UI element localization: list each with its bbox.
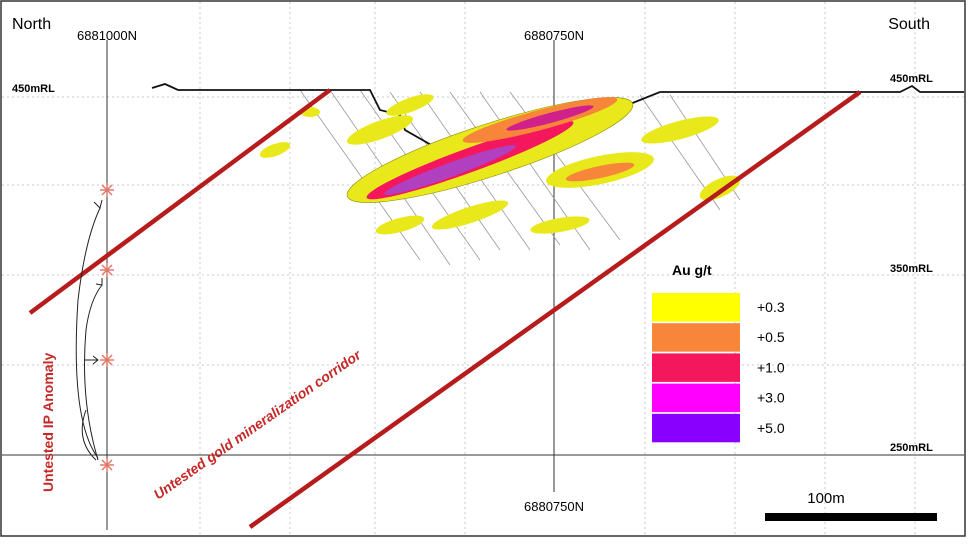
direction-label: North	[12, 16, 51, 33]
legend-label: +0.3	[757, 299, 785, 315]
legend-swatch	[652, 323, 740, 352]
legend-swatch	[652, 293, 740, 322]
northing-label: 6880750N	[524, 499, 584, 514]
corridor-boundary	[248, 90, 862, 529]
elevation-label: 250mRL	[890, 442, 933, 454]
elevation-label: 350mRL	[890, 263, 933, 275]
legend-label: +1.0	[757, 359, 785, 375]
legend-label: +0.5	[757, 329, 785, 345]
grid	[2, 2, 964, 535]
ip-targets	[100, 183, 114, 472]
scale-bar	[765, 513, 937, 521]
legend-label: +5.0	[757, 420, 785, 436]
legend-title: Au g/t	[672, 262, 712, 278]
annotation: Untested IP Anomaly	[40, 353, 56, 492]
arrows	[75, 199, 103, 461]
elevation-label: 450mRL	[12, 83, 55, 95]
northing-label: 6881000N	[77, 28, 137, 43]
legend-swatch	[652, 353, 740, 382]
elevation-label: 450mRL	[890, 73, 933, 85]
mineralization	[259, 94, 741, 235]
northing-label: 6880750N	[524, 28, 584, 43]
legend-swatch	[652, 413, 740, 443]
legend: Au g/t +0.3 +0.5 +1.0 +3.0 +5.0	[652, 262, 785, 443]
legend-label: +3.0	[757, 390, 785, 406]
scale-label: 100m	[807, 490, 845, 507]
legend-swatch	[652, 383, 740, 413]
direction-label: South	[888, 16, 930, 33]
corridor-boundary	[28, 88, 332, 315]
